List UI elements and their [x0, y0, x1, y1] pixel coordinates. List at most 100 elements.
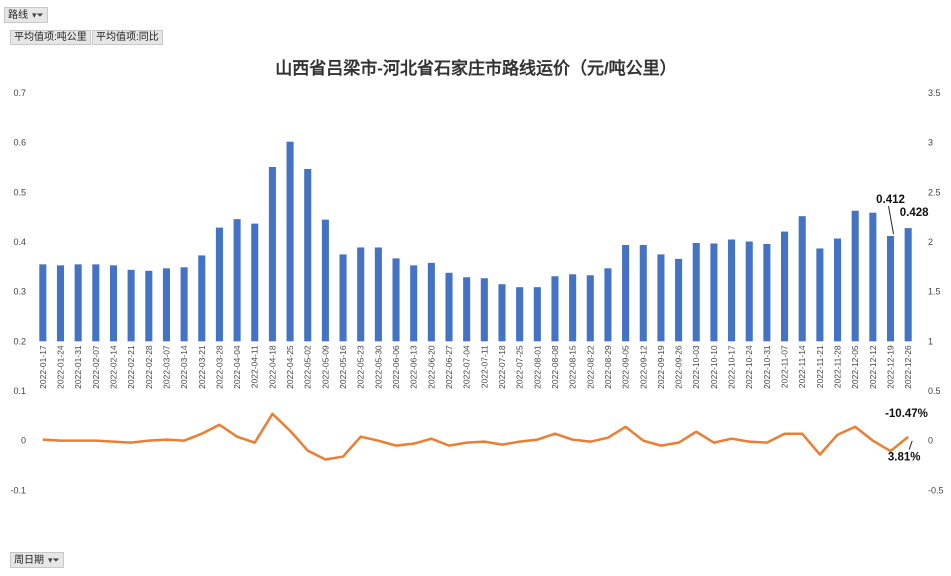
bar [74, 264, 82, 342]
left-axis: -0.1 0 0.1 0.2 0.3 0.4 0.5 0.6 0.7 [10, 88, 26, 495]
value-field-button-tonkm[interactable]: 平均值项:吨公里 [10, 30, 91, 45]
bar [427, 262, 435, 342]
x-tick-label: 2022-06-20 [426, 345, 436, 389]
bar [622, 244, 630, 342]
x-tick-label: 2022-07-04 [462, 345, 472, 389]
yoy-line [42, 412, 909, 461]
x-tick-label: 2022-05-02 [303, 345, 313, 389]
bar [586, 275, 594, 342]
x-tick-label: 2022-02-07 [91, 345, 101, 389]
left-axis-tick-label: 0 [21, 436, 26, 446]
bar [551, 276, 559, 342]
x-tick-label: 2022-01-17 [38, 345, 48, 389]
x-axis-labels: 2022-01-17 2022-01-24 2022-01-31 2022-02-07… [38, 345, 913, 389]
bar [180, 267, 188, 342]
x-tick-label: 2022-06-06 [391, 345, 401, 389]
x-tick-label: 2022-03-14 [179, 345, 189, 389]
bar [39, 264, 47, 342]
right-axis-tick-label: 2 [928, 237, 933, 247]
left-axis-tick-label: 0.7 [13, 88, 26, 98]
bar [798, 216, 806, 342]
bar [109, 265, 118, 342]
bar [145, 270, 153, 342]
bar [763, 243, 771, 342]
x-tick-label: 2022-11-21 [815, 345, 825, 388]
chart-title: 山西省吕梁市-河北省石家庄市路线运价（元/吨公里） [275, 58, 676, 78]
x-tick-label: 2022-02-14 [108, 345, 118, 389]
left-axis-tick-label: 0.1 [13, 386, 26, 396]
x-tick-label: 2022-02-28 [144, 345, 154, 389]
x-tick-label: 2022-11-14 [797, 345, 807, 388]
x-tick-label: 2022-01-31 [73, 345, 83, 389]
x-tick-label: 2022-10-31 [762, 345, 772, 389]
x-tick-label: 2022-12-19 [886, 345, 896, 389]
bar [869, 212, 877, 342]
x-tick-label: 2022-04-25 [285, 345, 295, 389]
x-tick-label: 2022-12-26 [903, 345, 913, 389]
x-tick-label: 2022-08-22 [585, 345, 595, 389]
bar [445, 272, 453, 342]
bar [215, 227, 223, 342]
x-tick-label: 2022-05-16 [338, 345, 348, 389]
bar [286, 141, 294, 342]
x-tick-label: 2022-08-08 [550, 345, 560, 389]
right-axis-tick-label: 1.5 [928, 287, 941, 297]
x-tick-label: 2022-01-24 [55, 345, 65, 389]
x-tick-label: 2022-08-15 [568, 345, 578, 389]
value-field-button-yoy[interactable]: 平均值项:同比 [92, 30, 163, 45]
bar [480, 278, 488, 342]
bar [781, 231, 789, 342]
bar [392, 258, 400, 342]
x-tick-label: 2022-04-11 [250, 345, 260, 388]
right-axis-tick-label: 0 [928, 436, 933, 446]
bar [92, 264, 100, 342]
bar [710, 243, 718, 342]
x-tick-label: 2022-03-07 [161, 345, 171, 389]
right-axis-tick-label: 3.5 [928, 88, 941, 98]
bar [516, 287, 524, 342]
value-field-label-tonkm: 平均值项:吨公里 [14, 32, 87, 43]
funnel-dropdown-icon: ▾⏷ [32, 10, 44, 20]
funnel-dropdown-icon: ▾⏷ [48, 555, 60, 565]
bar [886, 236, 895, 342]
x-tick-label: 2022-10-24 [744, 345, 754, 389]
x-tick-label: 2022-12-12 [868, 345, 878, 389]
bar [498, 284, 506, 342]
bar [816, 248, 824, 342]
bar-series [39, 141, 912, 342]
week-filter-button[interactable]: 周日期 ▾⏷ [10, 552, 64, 568]
bar [410, 265, 418, 342]
bar [339, 254, 347, 342]
bar [904, 228, 912, 342]
right-axis-tick-label: 1 [928, 336, 933, 346]
x-tick-label: 2022-04-18 [267, 345, 277, 389]
bar [639, 244, 647, 342]
route-filter-button[interactable]: 路线 ▾⏷ [4, 7, 48, 23]
x-tick-label: 2022-08-01 [532, 345, 542, 389]
week-filter-label: 周日期 [14, 555, 44, 566]
x-tick-label: 2022-08-29 [603, 345, 613, 389]
line-series [42, 412, 909, 461]
bar [569, 274, 577, 342]
bar [745, 241, 753, 342]
bar [374, 247, 382, 342]
bar [357, 247, 365, 342]
bar [533, 287, 541, 342]
bar [268, 167, 276, 342]
right-axis-tick-label: -0.5 [928, 485, 944, 495]
x-tick-label: 2022-05-30 [373, 345, 383, 389]
bar [833, 238, 842, 342]
right-axis-tick-label: 2.5 [928, 187, 941, 197]
right-axis-tick-label: 0.5 [928, 386, 941, 396]
x-tick-label: 2022-07-18 [497, 345, 507, 389]
x-tick-label: 2022-06-27 [444, 345, 454, 389]
bar [198, 255, 206, 342]
x-tick-label: 2022-03-28 [214, 345, 224, 389]
data-label: 3.81% [888, 452, 921, 464]
bar [321, 219, 329, 342]
x-tick-label: 2022-09-12 [638, 345, 648, 389]
data-label-leader-line [888, 205, 895, 235]
data-label: -10.47% [885, 408, 928, 420]
x-tick-label: 2022-05-23 [356, 345, 366, 389]
